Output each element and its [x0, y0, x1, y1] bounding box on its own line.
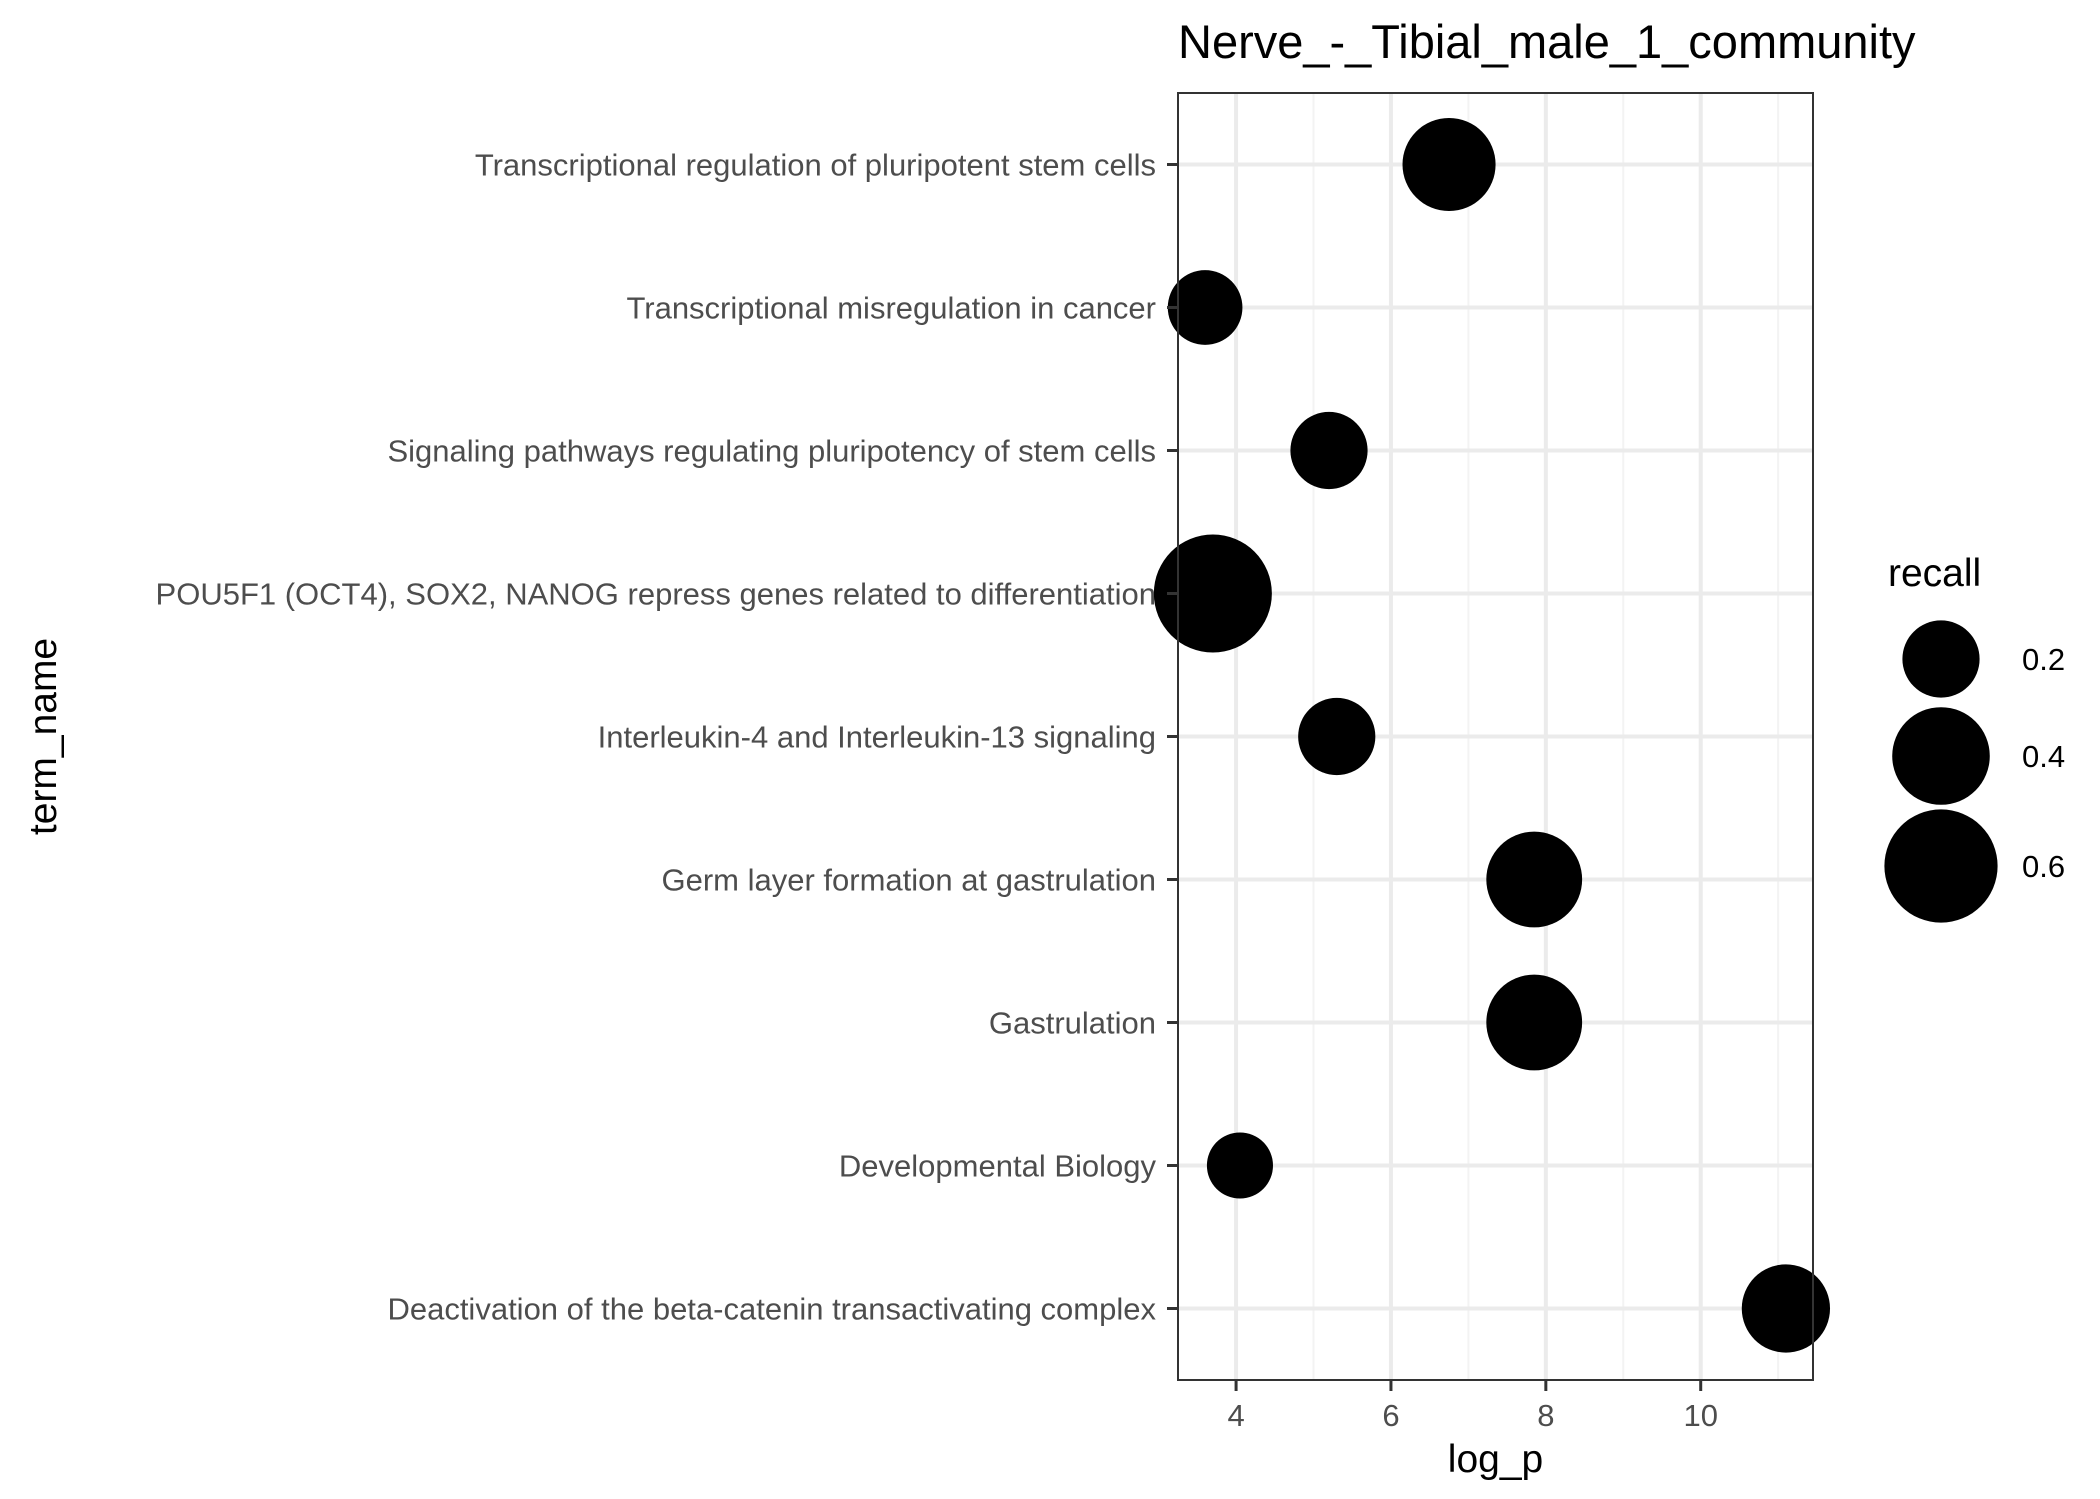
y-tick-label: Germ layer formation at gastrulation	[662, 863, 1157, 898]
y-tick-label: Gastrulation	[989, 1006, 1156, 1041]
y-axis-title: term_name	[22, 638, 65, 835]
y-tick-label: Interleukin-4 and Interleukin-13 signali…	[598, 720, 1156, 755]
legend-key-circle	[1892, 707, 1990, 805]
y-tick-label: Transcriptional regulation of pluripoten…	[475, 148, 1156, 183]
panel-grid	[1178, 93, 1813, 1380]
data-point	[1290, 411, 1368, 490]
data-point	[1402, 117, 1496, 212]
x-tick-label: 10	[1683, 1398, 1717, 1433]
legend-key-label: 0.4	[2022, 739, 2065, 774]
x-axis-title: log_p	[1448, 1438, 1543, 1481]
data-point	[1167, 270, 1243, 345]
data-point	[1486, 831, 1583, 928]
data-point	[1486, 974, 1583, 1071]
x-axis: 4 6 8 10	[1227, 1380, 1718, 1433]
data-point	[1741, 1264, 1831, 1353]
legend-key-label: 0.6	[2022, 849, 2065, 884]
x-tick-label: 8	[1537, 1398, 1554, 1433]
y-tick-label: POU5F1 (OCT4), SOX2, NANOG repress genes…	[156, 577, 1156, 612]
size-legend: recall 0.2 0.4 0.6	[1884, 552, 2065, 923]
legend-key-circle	[1902, 620, 1980, 698]
y-tick-label: Signaling pathways regulating pluripoten…	[387, 434, 1156, 469]
x-tick-label: 6	[1382, 1398, 1399, 1433]
points-layer	[1153, 117, 1831, 1353]
y-axis: Transcriptional regulation of pluripoten…	[156, 148, 1178, 1327]
chart-title: Nerve_-_Tibial_male_1_community	[1178, 15, 1916, 68]
y-tick-label: Deactivation of the beta-catenin transac…	[387, 1292, 1156, 1327]
y-tick-label: Transcriptional misregulation in cancer	[626, 291, 1156, 326]
legend-title: recall	[1888, 552, 1981, 595]
data-point	[1206, 1132, 1274, 1199]
data-point	[1298, 697, 1376, 776]
legend-key-circle	[1884, 809, 1998, 923]
legend-key-label: 0.2	[2022, 642, 2065, 677]
data-point	[1153, 534, 1272, 653]
y-tick-label: Developmental Biology	[839, 1149, 1157, 1184]
x-tick-label: 4	[1227, 1398, 1244, 1433]
